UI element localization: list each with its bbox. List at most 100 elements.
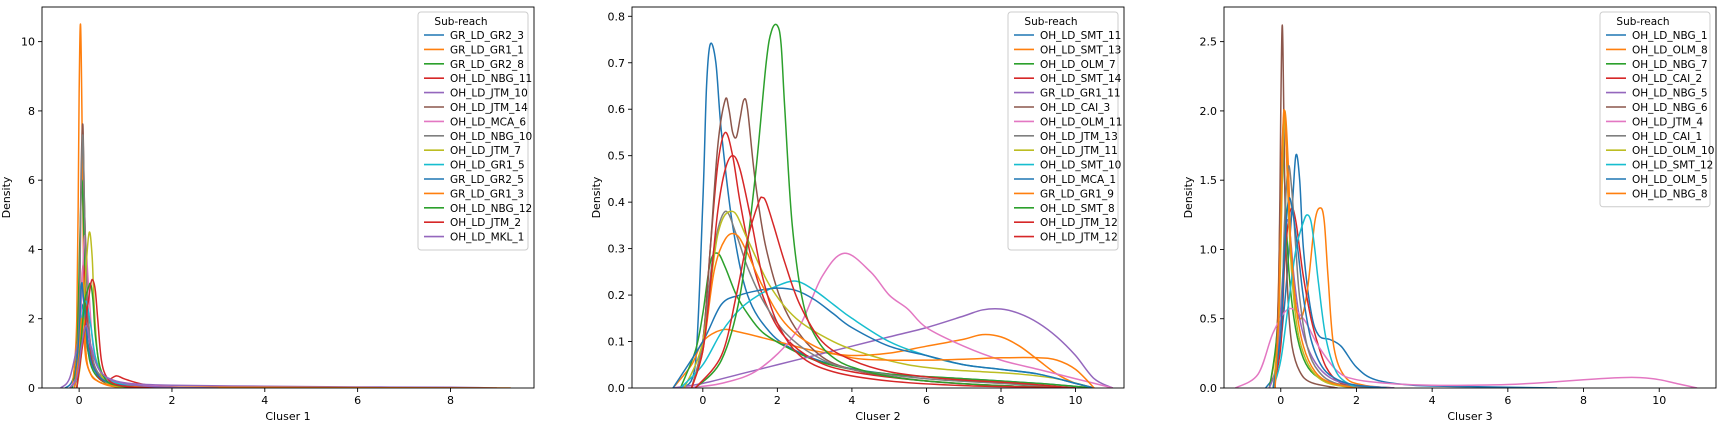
x-tick-label: 8 [447,394,454,407]
legend-item-label: OH_LD_OLM_11 [1040,116,1122,128]
y-tick-label: 0.8 [608,10,626,23]
y-tick-label: 6 [28,174,35,187]
y-tick-label: 0.1 [608,336,626,349]
legend-item-label: OH_LD_OLM_8 [1632,44,1708,56]
legend-item-label: OH_LD_SMT_12 [1632,160,1713,172]
x-tick-label: 0 [699,394,706,407]
y-tick-label: 1.5 [1200,174,1218,187]
legend-item-label: OH_LD_CAI_3 [1040,102,1110,114]
legend-item-label: OH_LD_MKL_1 [450,232,524,244]
chart-panel-3: 0 2 4 6 8 10 0.0 0.5 1.0 1.5 2.0 2.5 Cluser 3 Density… [1182,7,1716,423]
legend-item-label: OH_LD_NBG_7 [1632,59,1708,71]
legend-item-label: OH_LD_NBG_11 [450,73,532,85]
legend-item-label: OH_LD_SMT_13 [1040,44,1121,56]
legend-item-label: OH_LD_SMT_14 [1040,73,1122,85]
legend: Sub-reach OH_LD_NBG_1 OH_LD_OLM_8 OH_LD_NBG… [1600,12,1714,207]
legend-item-label: OH_LD_NBG_5 [1632,88,1708,100]
legend-item-label: OH_LD_JTM_2 [450,217,521,229]
x-tick-label: 2 [774,394,781,407]
legend-item-label: OH_LD_CAI_2 [1632,73,1702,85]
y-tick-label: 0.5 [1200,313,1218,326]
y-tick-label: 0.5 [608,150,626,163]
legend-item-label: OH_LD_NBG_10 [450,131,532,143]
legend-item-label: OH_LD_MCA_1 [1040,174,1116,186]
legend-item-label: OH_LD_JTM_11 [1040,145,1118,157]
x-tick-label: 10 [1069,394,1083,407]
legend-item-label: OH_LD_OLM_7 [1040,59,1116,71]
series-line-gr-ld-gr1-9 [692,233,1095,388]
legend-item-label: OH_LD_JTM_12 [1040,232,1118,244]
y-tick-label: 0.0 [608,382,626,395]
x-tick-label: 6 [923,394,930,407]
x-tick-label: 6 [354,394,361,407]
legend-item-label: GR_LD_GR2_3 [450,30,524,42]
legend-item-label: OH_LD_JTM_7 [450,145,521,157]
legend-item-label: GR_LD_GR1_1 [450,44,524,56]
x-tick-label: 4 [1429,394,1436,407]
legend-item-label: GR_LD_GR1_9 [1040,188,1114,200]
x-tick-label: 2 [1353,394,1360,407]
chart-panel-1: 0 2 4 6 8 0 2 4 6 8 10 Cluser 1 Density Sub-reach GR_L… [0,7,534,423]
series-line-oh-ld-nbg-12 [77,283,172,388]
legend-item-label: OH_LD_NBG_8 [1632,188,1708,200]
y-tick-label: 1.0 [1200,243,1218,256]
series-line-oh-ld-jtm-10 [61,312,497,388]
y-tick-label: 0.2 [608,289,626,302]
y-tick-label: 8 [28,105,35,118]
series-line-gr-ld-gr1-3 [74,318,510,388]
y-tick-label: 10 [21,36,35,49]
legend-item-label: OH_LD_NBG_12 [450,203,532,215]
x-tick-label: 0 [1277,394,1284,407]
legend-title: Sub-reach [434,16,487,28]
legend-item-label: OH_LD_OLM_10 [1632,145,1714,157]
legend-item-label: OH_LD_JTM_10 [450,88,528,100]
legend-item-label: GR_LD_GR1_3 [450,188,524,200]
legend: Sub-reach GR_LD_GR2_3 GR_LD_GR1_1 GR_LD_GR2… [418,12,532,250]
x-tick-label: 8 [998,394,1005,407]
legend-item-label: OH_LD_JTM_4 [1632,116,1703,128]
y-tick-label: 0.4 [608,196,626,209]
y-axis-label: Density [590,176,603,218]
y-tick-label: 2.5 [1200,36,1218,49]
y-axis-label: Density [1182,176,1195,218]
legend-item-label: OH_LD_CAI_1 [1632,131,1702,143]
chart-panel-2: 0 2 4 6 8 10 0.0 0.1 0.2 0.3 0.4 0.5 0.6 0.7 0.8 Cluser… [590,7,1124,423]
legend-item-label: OH_LD_OLM_5 [1632,174,1708,186]
legend-item-label: GR_LD_GR1_11 [1040,88,1121,100]
legend-item-label: OH_LD_JTM_14 [450,102,528,114]
y-axis-label: Density [0,176,13,218]
legend-item-label: OH_LD_SMT_8 [1040,203,1115,215]
y-tick-label: 0.7 [608,57,626,70]
legend-item-label: OH_LD_NBG_1 [1632,30,1708,42]
legend-item-label: OH_LD_JTM_13 [1040,131,1118,143]
y-tick-label: 0.0 [1200,382,1218,395]
y-tick-label: 4 [28,243,35,256]
x-tick-label: 4 [848,394,855,407]
x-tick-label: 4 [261,394,268,407]
x-axis-label: Cluser 3 [1447,410,1492,423]
x-tick-label: 0 [76,394,83,407]
legend-title: Sub-reach [1024,16,1077,28]
x-axis-label: Cluser 1 [265,410,310,423]
y-tick-label: 2.0 [1200,105,1218,118]
y-tick-label: 0.3 [608,243,626,256]
legend-item-label: OH_LD_SMT_11 [1040,30,1121,42]
x-tick-label: 6 [1504,394,1511,407]
legend-item-label: GR_LD_GR2_8 [450,59,524,71]
legend-item-label: OH_LD_JTM_12 [1040,217,1118,229]
x-axis-label: Cluser 2 [855,410,900,423]
x-tick-label: 8 [1580,394,1587,407]
legend-item-label: OH_LD_GR1_5 [450,160,525,172]
legend-item-label: OH_LD_NBG_6 [1632,102,1708,114]
y-tick-label: 0 [28,382,35,395]
y-tick-label: 2 [28,313,35,326]
legend-item-label: OH_LD_MCA_6 [450,116,526,128]
x-tick-label: 2 [168,394,175,407]
legend-item-label: GR_LD_GR2_5 [450,174,524,186]
x-tick-label: 10 [1652,394,1666,407]
legend-title: Sub-reach [1616,16,1669,28]
y-tick-label: 0.6 [608,103,626,116]
legend: Sub-reach OH_LD_SMT_11 OH_LD_SMT_13 OH_LD_O… [1008,12,1122,250]
legend-item-label: OH_LD_SMT_10 [1040,160,1121,172]
